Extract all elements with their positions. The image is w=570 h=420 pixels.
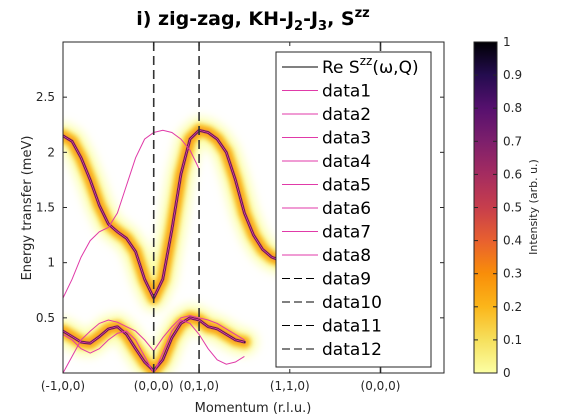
legend-item: data11: [322, 317, 382, 337]
legend-item: data2: [322, 105, 371, 125]
legend-item: data8: [322, 246, 371, 266]
colorbar-tick-label: 0.1: [503, 333, 522, 347]
legend-suffix: (ω,Q): [372, 58, 418, 78]
x-tick-label: (-1,0,0): [41, 379, 85, 393]
colorbar-tick-label: 0: [503, 366, 511, 380]
x-tick-label: (1,1,0): [270, 379, 310, 393]
legend-superscript: zz: [360, 54, 373, 68]
colorbar-tick-label: 0.3: [503, 267, 522, 281]
y-axis-ticks: 0.5 1 1.5 2 2.5: [36, 90, 444, 325]
colorbar-tick-label: 0.6: [503, 167, 522, 181]
y-tick-label: 2: [47, 145, 55, 159]
colorbar-tick-label: 0.5: [503, 201, 522, 215]
y-tick-label: 2.5: [36, 90, 55, 104]
legend-item: data4: [322, 152, 371, 172]
legend-item: data6: [322, 199, 371, 219]
legend-item: data10: [322, 293, 382, 313]
colorbar-tick-label: 0.8: [503, 101, 522, 115]
colorbar-tick-label: 0.9: [503, 68, 522, 82]
colorbar-label: Intensity (arb. u.): [527, 159, 540, 255]
x-tick-label: (0,0,0): [134, 379, 174, 393]
y-tick-label: 0.5: [36, 311, 55, 325]
legend-box: [275, 51, 432, 368]
legend-item: data3: [322, 129, 371, 149]
colorbar-tick-label: 1: [503, 35, 511, 49]
legend: Re Szz(ω,Q)data1data2data3data4data5data…: [275, 51, 432, 368]
legend-item: data1: [322, 82, 371, 102]
chart-title: i) zig-zag, KH-J2-J3, Szz: [136, 6, 370, 34]
legend-item: data7: [322, 223, 371, 243]
colorbar-tick-label: 0.2: [503, 300, 522, 314]
x-tick-label: (0,1,0): [179, 379, 219, 393]
legend-item: data5: [322, 176, 371, 196]
colorbar-tick-label: 0.7: [503, 134, 522, 148]
y-tick-label: 1.5: [36, 201, 55, 215]
legend-item: data12: [322, 340, 382, 360]
y-axis-label: Energy transfer (meV): [20, 136, 35, 281]
y-tick-label: 1: [47, 256, 55, 270]
x-axis-ticks: (-1,0,0) (0,0,0) (0,1,0) (1,1,0) (0,0,0): [41, 42, 401, 393]
dispersion-curve-2: [63, 129, 200, 299]
x-tick-label: (0,0,0): [361, 379, 401, 393]
legend-item: data9: [322, 270, 371, 290]
dispersion-curve-5: [63, 319, 245, 373]
colorbar-ticks: 0 0.1 0.2 0.3 0.4 0.5 0.6 0.7 0.8 0.9 1: [474, 35, 522, 380]
colorbar-tick-label: 0.4: [503, 234, 522, 248]
x-axis-label: Momentum (r.l.u.): [195, 401, 312, 416]
dispersion-curve-1: [63, 129, 290, 300]
